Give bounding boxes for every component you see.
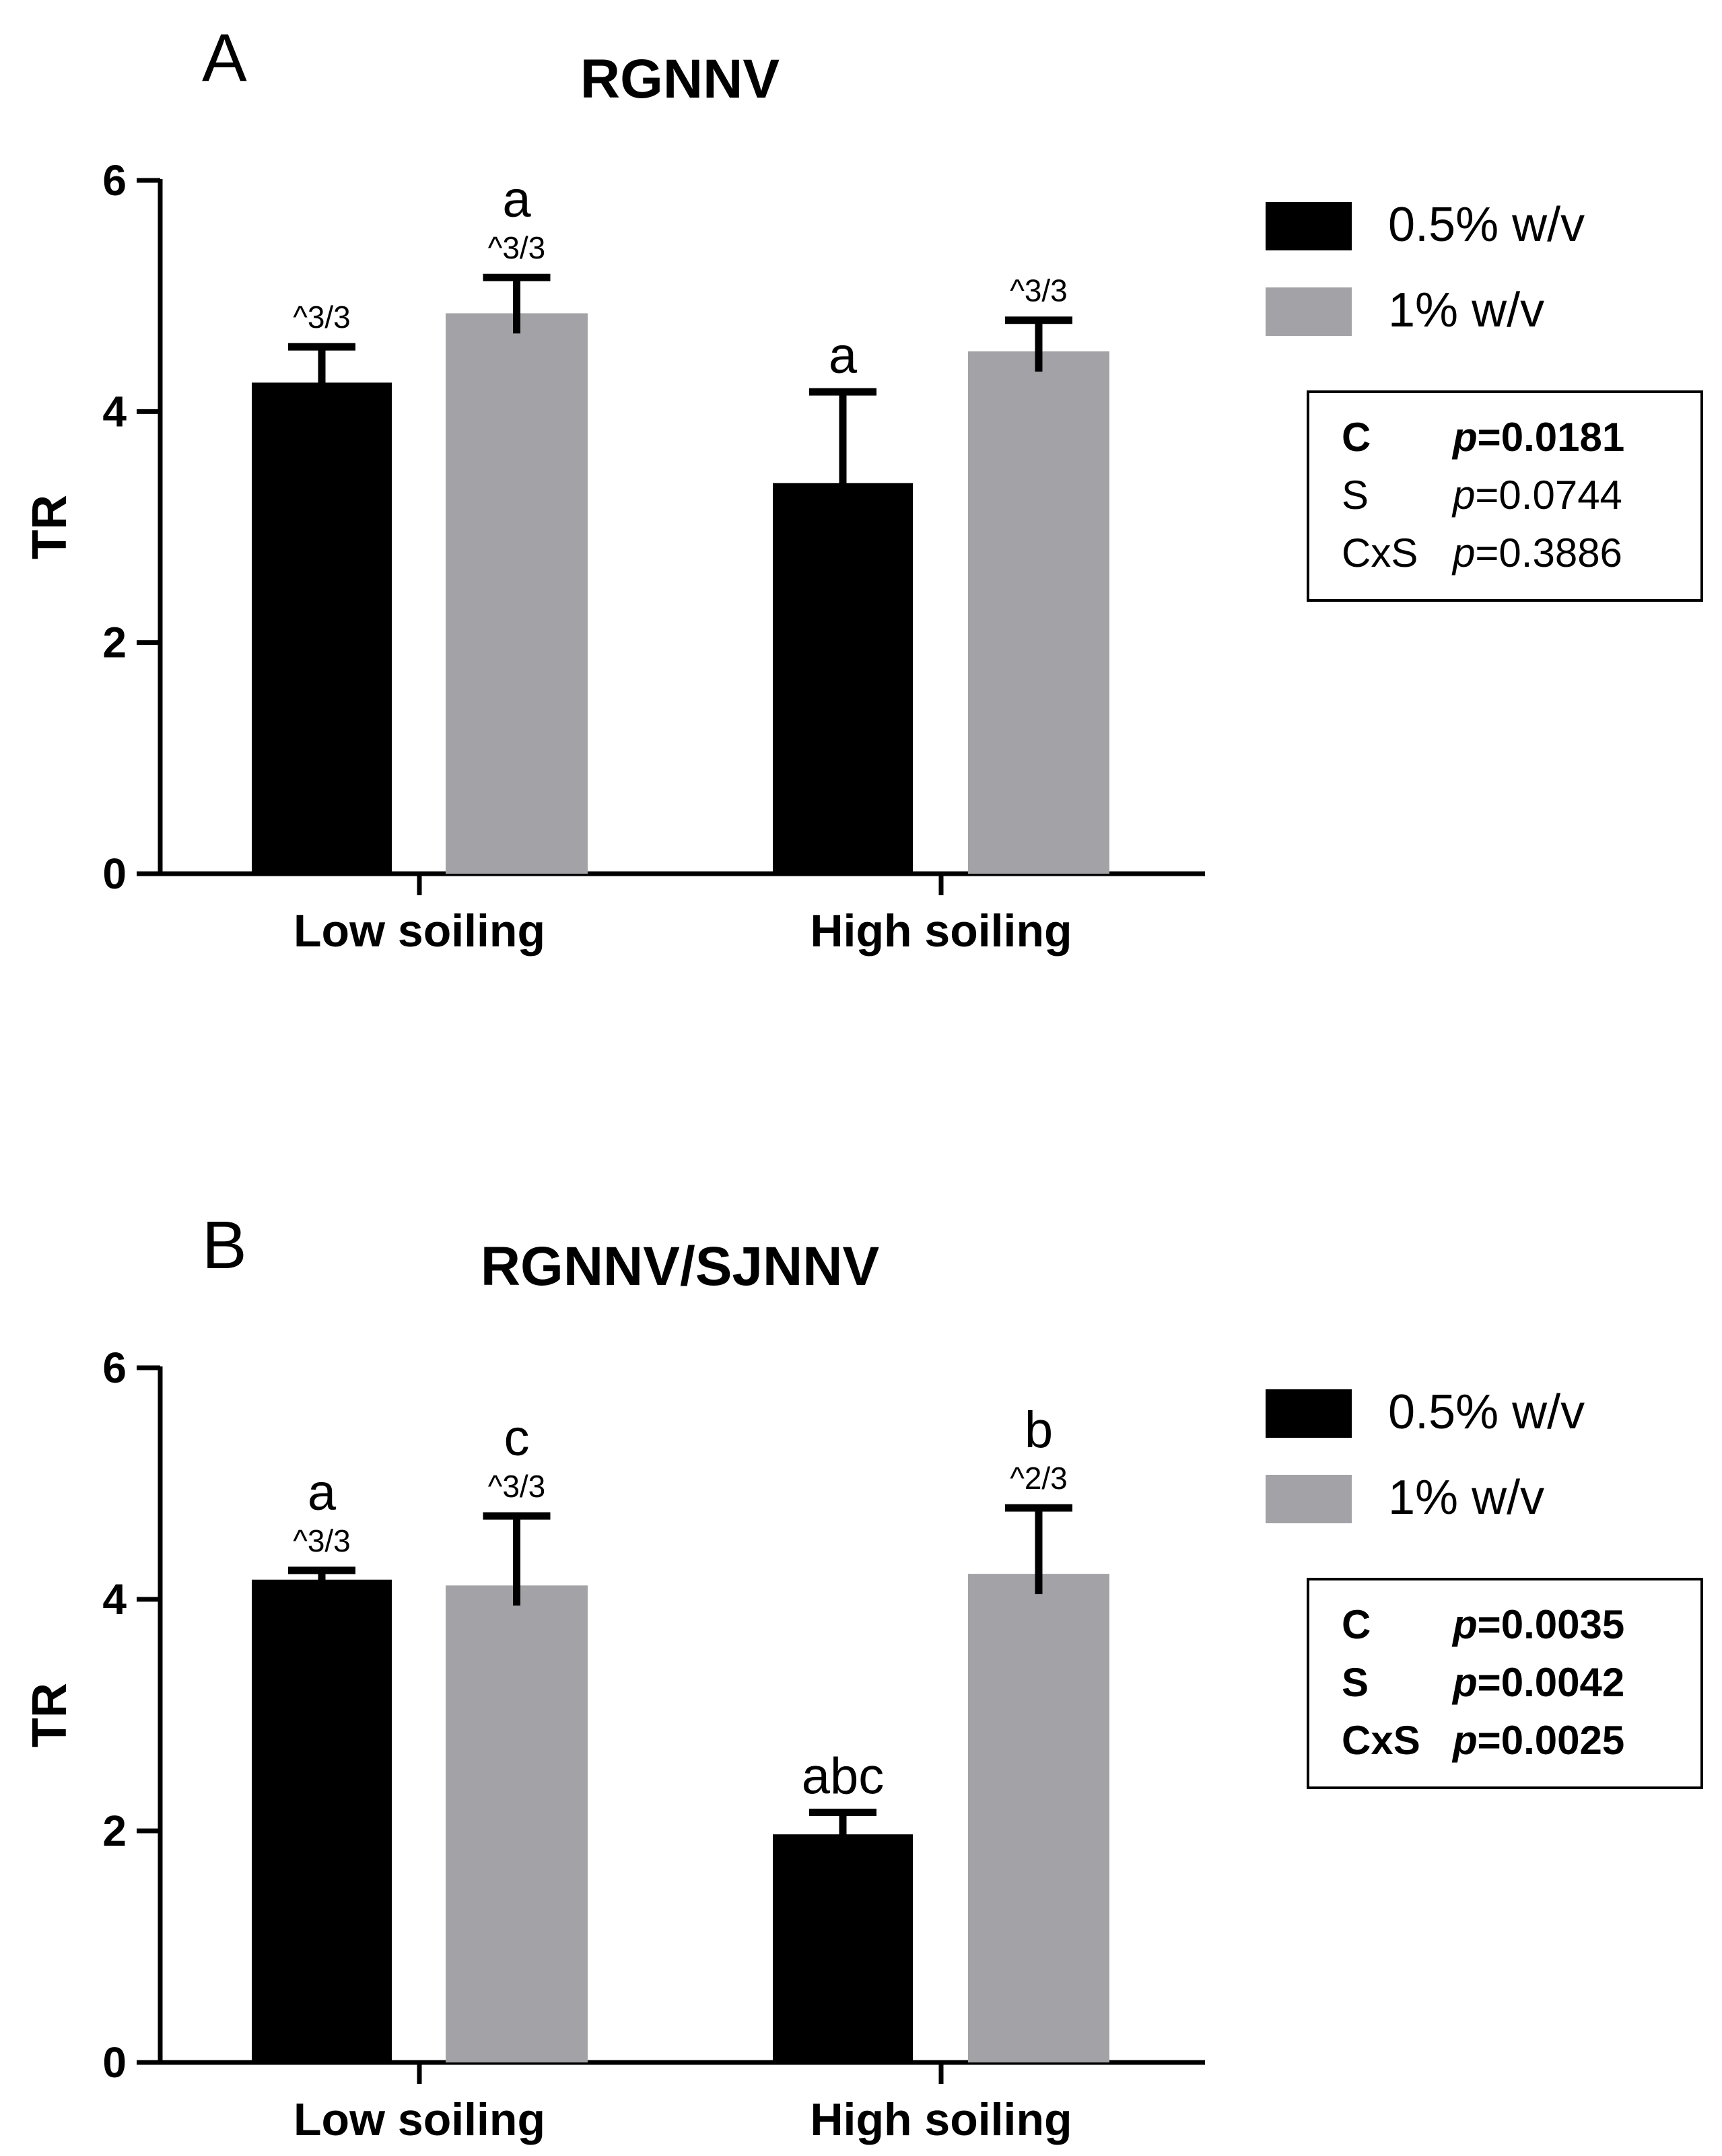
significance-letter: c <box>504 1410 530 1467</box>
stats-p-value: =0.0744 <box>1475 473 1622 518</box>
y-axis-label: TR <box>23 1683 77 1747</box>
stats-p-symbol: p <box>1451 473 1475 518</box>
chart-title: RGNNV <box>580 48 780 110</box>
legend-label: 0.5% w/v <box>1388 1385 1585 1439</box>
significance-letter: abc <box>802 1747 885 1805</box>
stats-factor: CxS <box>1342 1718 1420 1763</box>
legend-swatch <box>1266 202 1352 250</box>
stats-box <box>1307 1578 1703 1789</box>
legend-swatch <box>1266 1475 1352 1523</box>
replicate-ratio: ^3/3 <box>1010 273 1068 308</box>
legend-swatch <box>1266 287 1352 336</box>
replicate-ratio: ^3/3 <box>293 300 351 335</box>
y-tick-label: 2 <box>102 619 127 667</box>
panel-label: A <box>202 20 247 96</box>
significance-letter: b <box>1025 1401 1053 1459</box>
stats-factor: S <box>1342 473 1369 518</box>
significance-letter: a <box>829 327 858 384</box>
replicate-ratio: ^3/3 <box>488 1469 546 1504</box>
x-tick-label: Low soiling <box>294 2094 545 2145</box>
stats-p-symbol: p <box>1451 1660 1478 1705</box>
legend-label: 1% w/v <box>1388 283 1544 337</box>
stats-box <box>1307 390 1703 602</box>
panel-label: B <box>202 1208 247 1283</box>
chart-panel-b: B RGNNV/SJNNV TR 0 2 4 6 Low soiling High soilin… <box>23 1208 1703 2145</box>
bar <box>968 1574 1109 2062</box>
stats-factor: CxS <box>1342 530 1418 576</box>
legend-label: 0.5% w/v <box>1388 198 1585 252</box>
x-tick-label: High soiling <box>810 2094 1072 2145</box>
bar <box>446 1585 588 2062</box>
legend-swatch <box>1266 1389 1352 1438</box>
stats-factor: C <box>1342 1602 1371 1647</box>
y-tick-label: 6 <box>102 1344 127 1392</box>
stats-factor: S <box>1342 1660 1369 1705</box>
stats-p-symbol: p <box>1451 1718 1478 1763</box>
significance-letter: a <box>308 1464 337 1521</box>
replicate-ratio: ^3/3 <box>293 1523 351 1558</box>
y-tick-label: 2 <box>102 1807 127 1855</box>
legend-label: 1% w/v <box>1388 1471 1544 1525</box>
x-tick-label: Low soiling <box>294 905 545 957</box>
stats-p-value: =0.0025 <box>1478 1718 1625 1763</box>
stats-p-value: =0.0042 <box>1478 1660 1625 1705</box>
bar <box>446 313 588 874</box>
significance-letter: a <box>502 171 531 228</box>
bar <box>252 382 392 874</box>
bar <box>773 483 913 874</box>
replicate-ratio: ^3/3 <box>488 230 546 265</box>
y-tick-label: 0 <box>102 2038 127 2087</box>
stats-row: CxS p=0.3886 <box>1342 530 1622 576</box>
stats-p-value: =0.0035 <box>1478 1602 1625 1647</box>
bar <box>252 1579 392 2062</box>
bar <box>968 351 1109 874</box>
stats-p-symbol: p <box>1451 415 1478 460</box>
y-tick-label: 0 <box>102 849 127 898</box>
stats-row: CxS p=0.0025 <box>1342 1718 1624 1763</box>
replicate-ratio: ^2/3 <box>1010 1461 1068 1496</box>
y-tick-label: 6 <box>102 156 127 205</box>
y-tick-label: 4 <box>102 387 127 436</box>
y-tick-label: 4 <box>102 1575 127 1624</box>
chart-title: RGNNV/SJNNV <box>481 1236 880 1297</box>
bar <box>773 1834 913 2062</box>
stats-p-symbol: p <box>1451 530 1475 576</box>
stats-factor: C <box>1342 415 1371 460</box>
stats-p-symbol: p <box>1451 1602 1478 1647</box>
stats-p-value: =0.0181 <box>1478 415 1625 460</box>
x-tick-label: High soiling <box>810 905 1072 957</box>
stats-p-value: =0.3886 <box>1475 530 1622 576</box>
y-axis-label: TR <box>23 495 77 559</box>
